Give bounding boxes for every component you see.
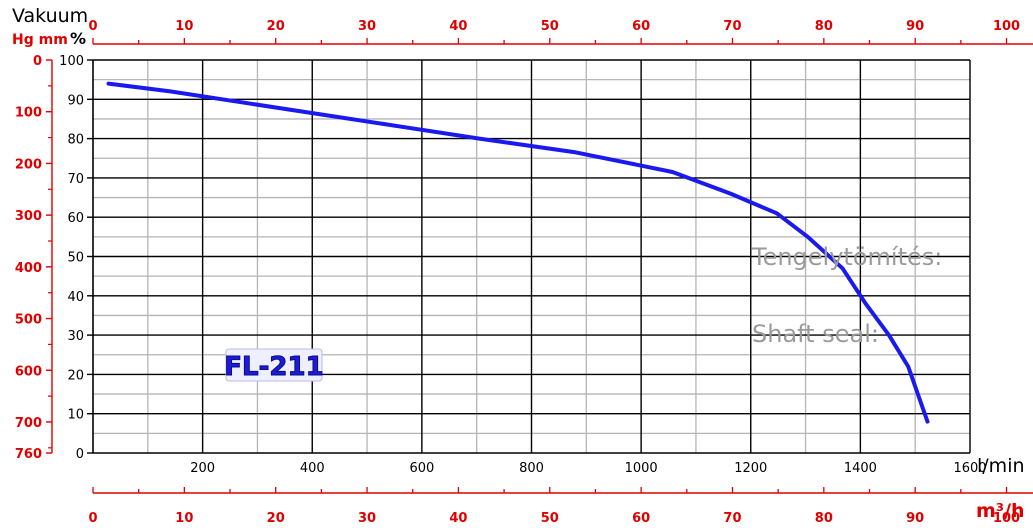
lmin-tick-label: 1400 <box>844 461 877 476</box>
hgmm-tick-label: 300 <box>15 209 42 224</box>
axes: 0102030405060708090100010020030040050060… <box>15 19 1033 526</box>
percent-tick-label: 60 <box>67 211 84 226</box>
lmin-tick-label: 1000 <box>625 461 658 476</box>
m3h-tick-label: 40 <box>449 511 467 526</box>
m3h-tick-label: 80 <box>815 511 833 526</box>
m3h-tick-label: 10 <box>175 19 193 34</box>
hgmm-tick-label: 200 <box>15 157 42 172</box>
m3h-tick-label: 0 <box>88 511 97 526</box>
lmin-axis-label: l/min <box>977 455 1025 477</box>
m3h-tick-label: 50 <box>541 511 559 526</box>
percent-tick-label: 70 <box>67 172 84 187</box>
percent-tick-label: 100 <box>59 54 84 69</box>
lmin-tick-label: 600 <box>409 461 434 476</box>
percent-tick-label: 30 <box>67 329 84 344</box>
hgmm-tick-label: 100 <box>15 106 42 121</box>
lmin-tick-label: 800 <box>519 461 544 476</box>
m3h-tick-label: 60 <box>632 19 650 34</box>
seal-label-hu: Tengelytömítés: <box>751 243 942 271</box>
hgmm-tick-label: 760 <box>15 447 42 462</box>
percent-tick-label: 10 <box>67 408 84 423</box>
m3h-tick-label: 30 <box>358 19 376 34</box>
hgmm-tick-label: 600 <box>15 364 42 379</box>
series-layer <box>106 81 930 424</box>
vacuum-label: Vakuum <box>12 5 88 27</box>
m3h-tick-label: 20 <box>267 19 285 34</box>
lmin-tick-label: 1600 <box>953 461 986 476</box>
m3h-tick-label: 10 <box>175 511 193 526</box>
m3h-tick-label: 30 <box>358 511 376 526</box>
model-badge: FL-211 <box>224 348 324 383</box>
m3h-axis-label: m³/h <box>976 500 1025 522</box>
hg-mm-label: Hg mm <box>12 32 68 48</box>
m3h-tick-label: 60 <box>632 511 650 526</box>
m3h-tick-label: 50 <box>541 19 559 34</box>
percent-tick-label: 50 <box>67 251 84 266</box>
lmin-tick-label: 400 <box>300 461 325 476</box>
m3h-tick-label: 80 <box>815 19 833 34</box>
m3h-tick-label: 100 <box>993 19 1020 34</box>
percent-tick-label: 40 <box>67 290 84 305</box>
lmin-tick-label: 200 <box>190 461 215 476</box>
shaft-seal-labels: Tengelytömítés: Shaft seal: <box>751 243 942 348</box>
m3h-tick-label: 70 <box>723 511 741 526</box>
hgmm-tick-label: 700 <box>15 416 42 431</box>
percent-tick-label: 0 <box>76 447 84 462</box>
percent-tick-label: 90 <box>67 93 84 108</box>
m3h-tick-label: 0 <box>88 19 97 34</box>
m3h-tick-label: 90 <box>906 511 924 526</box>
seal-label-en: Shaft seal: <box>752 320 879 348</box>
percent-tick-label: 20 <box>67 368 84 383</box>
hgmm-tick-label: 400 <box>15 261 42 276</box>
model-badge-box <box>225 348 323 382</box>
percent-label: % <box>70 29 86 48</box>
model-label: FL-211 <box>224 352 323 382</box>
m3h-tick-label: 20 <box>267 511 285 526</box>
grid <box>93 60 971 453</box>
hgmm-tick-label: 0 <box>33 54 42 69</box>
m3h-tick-label: 40 <box>449 19 467 34</box>
m3h-tick-label: 100 <box>993 511 1020 526</box>
lmin-tick-label: 1200 <box>734 461 767 476</box>
percent-tick-label: 80 <box>67 133 84 148</box>
hgmm-tick-label: 500 <box>15 313 42 328</box>
performance-curve <box>106 81 930 424</box>
m3h-tick-label: 90 <box>906 19 924 34</box>
m3h-tick-label: 70 <box>723 19 741 34</box>
